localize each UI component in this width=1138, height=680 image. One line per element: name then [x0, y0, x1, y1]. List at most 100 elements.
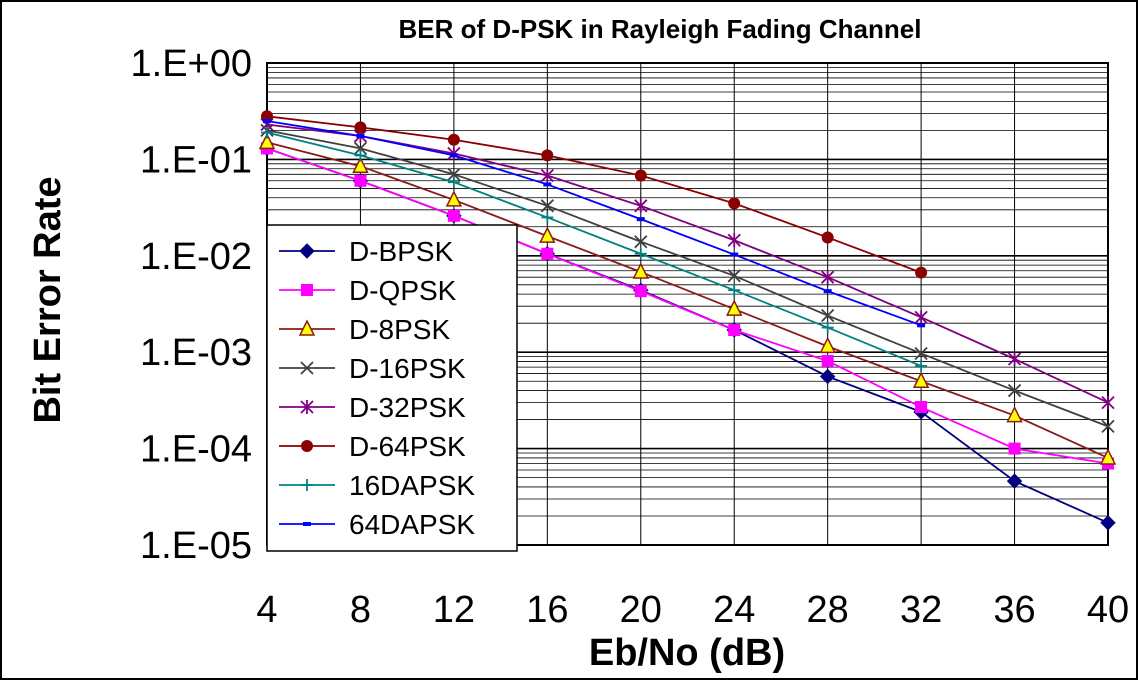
data-point — [915, 266, 928, 279]
marker-stroke — [727, 269, 741, 283]
data-point — [728, 323, 741, 336]
data-point — [821, 355, 834, 368]
data-point — [540, 168, 554, 183]
data-point — [540, 199, 554, 213]
data-point — [447, 209, 460, 222]
marker-stroke — [914, 346, 928, 361]
data-point — [727, 269, 741, 283]
legend-item: D-QPSK — [279, 275, 457, 306]
series-line — [266, 141, 1109, 459]
legend-marker — [303, 522, 311, 526]
data-point — [449, 153, 458, 158]
data-point — [1008, 442, 1021, 455]
marker-stroke — [300, 361, 314, 375]
data-point — [823, 289, 832, 294]
series-line — [266, 147, 1109, 465]
marker-stroke — [353, 141, 368, 156]
data-point — [541, 149, 554, 162]
x-tick-label: 8 — [350, 589, 371, 631]
data-point — [1100, 515, 1116, 531]
data-point — [730, 252, 739, 257]
data-point — [819, 368, 836, 385]
legend-marker — [298, 319, 316, 336]
data-point — [915, 401, 928, 414]
data-point — [636, 217, 645, 222]
marker-stroke — [447, 167, 461, 181]
marker-stroke — [540, 199, 554, 213]
data-point — [261, 126, 273, 139]
data-point — [634, 235, 648, 249]
data-point — [354, 121, 367, 134]
y-tick-label: 1.E-02 — [140, 236, 252, 278]
legend-marker — [301, 284, 313, 296]
legend-box — [266, 224, 518, 552]
series-d-qpsk — [261, 142, 1114, 470]
series-line — [266, 115, 922, 274]
data-point — [632, 262, 649, 279]
marker-stroke — [1101, 419, 1115, 434]
x-axis-title: Eb/No (dB) — [589, 632, 785, 674]
data-point — [447, 133, 460, 146]
legend-label: D-BPSK — [349, 236, 454, 267]
series-line — [266, 123, 1109, 404]
y-tick-label: 1.E-01 — [140, 139, 252, 181]
data-point — [821, 308, 835, 323]
series-d-8psk — [258, 132, 1117, 465]
legend-marker — [299, 243, 315, 259]
series-d-64psk — [261, 110, 928, 279]
data-point — [263, 119, 271, 124]
data-point — [728, 197, 741, 210]
data-point — [1101, 419, 1115, 434]
data-point — [447, 167, 461, 181]
data-point — [1006, 405, 1023, 423]
legend: D-BPSK D-QPSK D-8PSK D-16PSK D-32PSK D-64PSK 1… — [266, 224, 518, 552]
data-point — [447, 176, 460, 189]
data-point — [1007, 352, 1022, 367]
legend-label: D-QPSK — [349, 275, 457, 306]
x-tick-label: 4 — [256, 589, 277, 631]
legend-item: 16DAPSK — [279, 470, 475, 501]
legend-marker — [300, 361, 314, 375]
series-line — [266, 131, 922, 367]
x-tick-label: 12 — [433, 589, 475, 631]
marker-stroke — [1007, 383, 1022, 398]
legend-marker — [300, 400, 314, 414]
data-point — [917, 323, 926, 328]
data-point — [634, 285, 647, 298]
marker-stroke — [634, 235, 648, 249]
x-tick-label: 40 — [1087, 589, 1129, 631]
y-tick-label: 1.E-03 — [140, 332, 252, 374]
series-line — [266, 120, 922, 327]
data-point — [634, 198, 648, 213]
data-point — [634, 169, 647, 182]
x-axis-tick-labels: 4 8 12 16 20 24 28 32 36 40 — [256, 589, 1129, 631]
y-tick-label: 1.E+00 — [131, 43, 253, 85]
legend-label: 64DAPSK — [349, 509, 475, 540]
series-d-16psk — [260, 123, 1115, 434]
legend-item: D-32PSK — [279, 392, 466, 423]
legend-item: 64DAPSK — [279, 509, 475, 540]
legend-item: D-64PSK — [279, 431, 466, 462]
data-point — [915, 359, 928, 372]
data-point — [821, 231, 834, 244]
data-point — [1101, 395, 1115, 410]
data-point — [914, 310, 928, 325]
data-point — [821, 321, 834, 334]
data-point — [541, 247, 554, 260]
data-point — [634, 247, 647, 260]
x-tick-label: 20 — [620, 589, 662, 631]
data-point — [819, 336, 836, 354]
data-point — [353, 141, 368, 156]
legend-marker — [301, 479, 313, 491]
legend-label: D-16PSK — [349, 353, 466, 384]
data-point — [727, 233, 741, 248]
series-line — [266, 129, 1109, 428]
data-point — [1007, 383, 1022, 398]
data-point — [354, 174, 367, 187]
data-point — [914, 346, 928, 361]
y-tick-label: 1.E-04 — [140, 429, 252, 471]
data-point — [539, 226, 556, 243]
data-point — [821, 270, 835, 285]
